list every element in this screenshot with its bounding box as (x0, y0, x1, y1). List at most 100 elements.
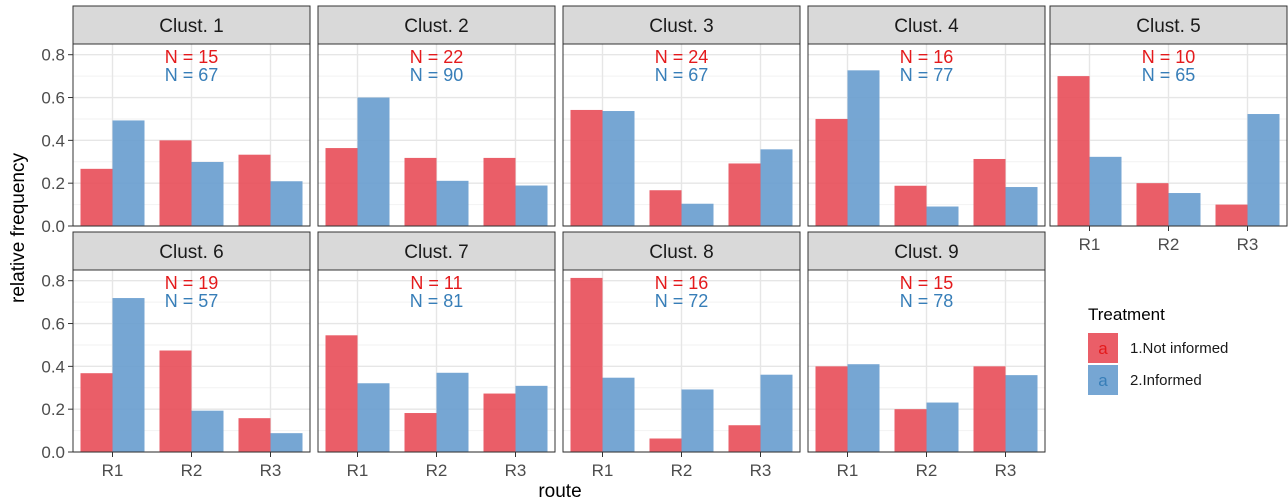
bar (602, 111, 635, 226)
bar (1136, 183, 1169, 226)
n-label-not-informed: N = 15 (165, 47, 219, 67)
bar (760, 374, 793, 452)
facet-title: Clust. 3 (649, 16, 713, 37)
bar (847, 70, 880, 226)
x-tick-label: R3 (995, 461, 1017, 480)
y-tick-label: 0.4 (41, 131, 65, 150)
x-axis-title: route (538, 481, 581, 502)
bar (515, 385, 548, 452)
bar (404, 413, 437, 452)
n-label-informed: N = 77 (900, 65, 954, 85)
facet-panel: Clust. 1 N = 15N = 67 0.0 0.2 0.4 0.6 0.8 (41, 5, 311, 236)
x-tick-label: R3 (750, 461, 772, 480)
facet-title: Clust. 9 (894, 242, 958, 263)
legend-title: Treatment (1088, 305, 1165, 324)
n-label-informed: N = 81 (410, 291, 464, 311)
facet-panel: Clust. 9 N = 15N = 78 R1 R2 R3 (807, 231, 1046, 480)
facet-strip (562, 231, 801, 271)
bar (894, 409, 927, 452)
bar (80, 373, 113, 452)
bar (270, 181, 303, 226)
x-tick-label: R2 (181, 461, 203, 480)
bar (728, 163, 761, 226)
x-tick-label: R3 (1237, 235, 1259, 254)
n-label-not-informed: N = 22 (410, 47, 464, 67)
facet-strip (317, 231, 556, 271)
bar (404, 157, 437, 226)
n-label-not-informed: N = 10 (1142, 47, 1196, 67)
bar (649, 190, 682, 226)
panel-border (807, 43, 1046, 227)
facet-panels: Clust. 1N = 15N = 670.00.20.40.60.8Clust… (41, 5, 1288, 480)
bar (570, 277, 603, 452)
facet-panel: Clust. 2 N = 22N = 90 (317, 5, 556, 227)
facet-strip (72, 231, 311, 271)
facet-panel: Clust. 7 N = 11N = 81 R1 R2 R3 (317, 231, 556, 480)
bar (483, 157, 516, 226)
y-tick-label: 0.2 (41, 400, 65, 419)
n-label-informed: N = 90 (410, 65, 464, 85)
bar (159, 140, 192, 226)
bar (357, 383, 390, 452)
bar (1005, 375, 1038, 452)
x-tick-label: R3 (260, 461, 282, 480)
panel-border (562, 43, 801, 227)
bar (1168, 193, 1201, 226)
legend-key-glyph: a (1098, 371, 1108, 390)
x-tick-label: R1 (1079, 235, 1101, 254)
bar (926, 206, 959, 226)
facet-strip (72, 5, 311, 45)
facet-strip (807, 5, 1046, 45)
x-tick-label: R1 (592, 461, 614, 480)
x-tick-label: R2 (1158, 235, 1180, 254)
facet-title: Clust. 7 (404, 242, 468, 263)
bar (570, 109, 603, 226)
bar (1247, 114, 1280, 226)
bar (815, 366, 848, 452)
bar (515, 185, 548, 226)
panel-border (317, 43, 556, 227)
bar (1089, 156, 1122, 226)
bar (760, 149, 793, 226)
y-tick-label: 0.8 (41, 46, 65, 65)
bar (436, 180, 469, 226)
bar (847, 364, 880, 452)
legend-key-glyph: a (1098, 339, 1108, 358)
n-label-not-informed: N = 16 (655, 273, 709, 293)
bar (270, 433, 303, 452)
bar (191, 161, 224, 226)
n-label-informed: N = 72 (655, 291, 709, 311)
bar (973, 366, 1006, 452)
facet-title: Clust. 6 (159, 242, 223, 263)
y-tick-label: 0.0 (41, 443, 65, 462)
bar (325, 148, 358, 226)
x-tick-label: R2 (916, 461, 938, 480)
bar (191, 410, 224, 452)
bar (815, 118, 848, 226)
n-label-not-informed: N = 11 (410, 273, 462, 293)
bar (1005, 187, 1038, 226)
n-label-not-informed: N = 19 (165, 273, 219, 293)
bar (238, 418, 271, 452)
legend-key (1088, 365, 1118, 395)
x-tick-label: R2 (671, 461, 693, 480)
y-tick-label: 0.4 (41, 357, 65, 376)
n-label-informed: N = 65 (1142, 65, 1196, 85)
facet-title: Clust. 4 (894, 16, 959, 37)
legend-label: 1.Not informed (1130, 340, 1228, 357)
facet-title: Clust. 2 (404, 16, 468, 37)
facet-strip (807, 231, 1046, 271)
bar (1057, 76, 1090, 226)
facet-panel: Clust. 6 N = 19N = 57 0.0 0.2 0.4 0.6 0.8 R1 R2 R… (41, 231, 311, 480)
bar (80, 168, 113, 226)
y-tick-label: 0.0 (41, 217, 65, 236)
y-tick-label: 0.2 (41, 174, 65, 193)
legend-label: 2.Informed (1130, 372, 1202, 389)
x-tick-label: R1 (102, 461, 124, 480)
n-label-informed: N = 67 (655, 65, 709, 85)
facet-panel: Clust. 3 N = 24N = 67 (562, 5, 801, 227)
bar (681, 203, 714, 226)
facet-title: Clust. 1 (159, 16, 223, 37)
bar (728, 425, 761, 452)
